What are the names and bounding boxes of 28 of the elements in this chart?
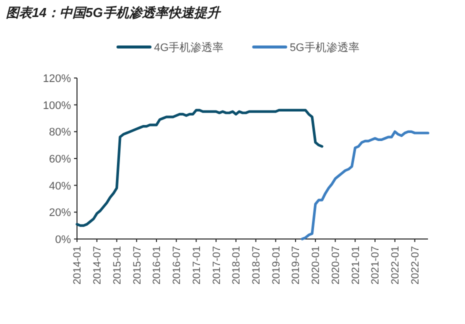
y-tick-label: 40% [48,180,72,192]
x-tick-label: 2019-01 [270,246,282,285]
x-tick-label: 2018-01 [230,246,243,285]
x-tick-label: 2015-01 [111,246,124,285]
x-tick-label: 2021-07 [370,246,382,285]
y-tick-label: 60% [48,154,72,166]
y-tick-label: 120% [42,73,72,85]
x-tick-label: 2014-07 [92,246,104,285]
x-tick-label: 2020-01 [310,246,322,285]
legend-label: 4G手机渗透率 [154,41,224,54]
y-tick-label: 20% [48,207,72,220]
y-tick-label: 0% [55,234,72,246]
x-tick-label: 2016-01 [151,246,164,285]
x-tick-label: 2017-07 [210,246,223,285]
x-tick-label: 2018-07 [250,246,263,285]
y-tick-label: 100% [42,100,72,112]
x-tick-label: 2022-07 [409,246,422,285]
x-tick-label: 2020-07 [330,246,342,285]
x-tick-label: 2021-01 [350,246,362,285]
legend-label: 5G手机渗透率 [290,41,360,54]
x-tick-label: 2015-07 [131,246,144,285]
x-tick-label: 2016-07 [171,246,184,285]
x-tick-label: 2019-07 [290,246,302,285]
x-tick-label: 2014-01 [72,246,84,285]
chart-title: 图表14：中国5G手机渗透率快速提升 [6,5,222,20]
x-tick-label: 2017-01 [190,246,203,285]
x-tick-label: 2022-01 [390,246,402,285]
y-tick-label: 80% [48,126,72,139]
